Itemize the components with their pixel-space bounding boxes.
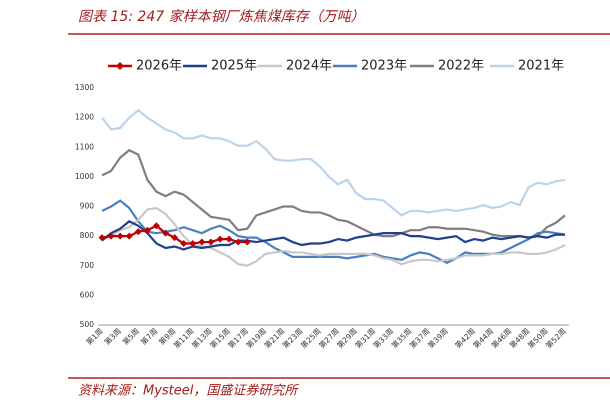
legend-marker	[116, 62, 124, 70]
x-tick-label: 第5周	[120, 326, 141, 347]
legend-label: 2022年	[438, 59, 484, 74]
point-marker	[125, 232, 133, 240]
y-tick-label: 1200	[75, 113, 94, 122]
x-tick-label: 第3周	[102, 326, 123, 347]
x-tick-label: 第52周	[543, 326, 567, 350]
legend-label: 2024年	[286, 59, 332, 74]
point-marker	[216, 235, 224, 243]
legend-label: 2021年	[518, 59, 564, 74]
point-marker	[143, 226, 151, 234]
legend-label: 2025年	[211, 59, 257, 74]
y-tick-label: 900	[80, 202, 95, 211]
point-marker	[98, 234, 106, 242]
point-marker	[162, 229, 170, 237]
point-marker	[171, 234, 179, 242]
point-marker	[180, 240, 188, 248]
y-tick-label: 600	[80, 290, 95, 299]
series-line	[101, 148, 566, 239]
y-tick-label: 1100	[75, 142, 94, 151]
point-marker	[116, 232, 124, 240]
point-marker	[225, 235, 233, 243]
point-marker	[234, 238, 242, 246]
chart-title: 图表 15: 247 家样本钢厂炼焦煤库存（万吨）	[78, 9, 365, 25]
y-tick-label: 700	[80, 261, 95, 270]
point-marker	[152, 222, 160, 230]
y-tick-label: 1000	[75, 172, 94, 181]
y-tick-label: 1300	[75, 83, 94, 92]
y-tick-label: 800	[80, 231, 95, 240]
series-line	[101, 206, 566, 267]
source: 资料来源：Mysteel，国盛证券研究所	[78, 383, 299, 399]
point-marker	[134, 228, 142, 236]
series-line	[101, 220, 565, 251]
point-marker	[189, 240, 197, 248]
point-marker	[107, 232, 115, 240]
y-tick-label: 500	[80, 320, 95, 329]
x-tick-label: 第39周	[425, 326, 449, 350]
point-marker	[198, 238, 206, 246]
x-tick-label: 第7周	[138, 326, 159, 347]
point-marker	[207, 238, 215, 246]
series-line	[101, 108, 566, 217]
point-marker	[243, 238, 251, 246]
legend-label: 2023年	[361, 59, 407, 74]
legend-label: 2026年	[136, 59, 182, 74]
